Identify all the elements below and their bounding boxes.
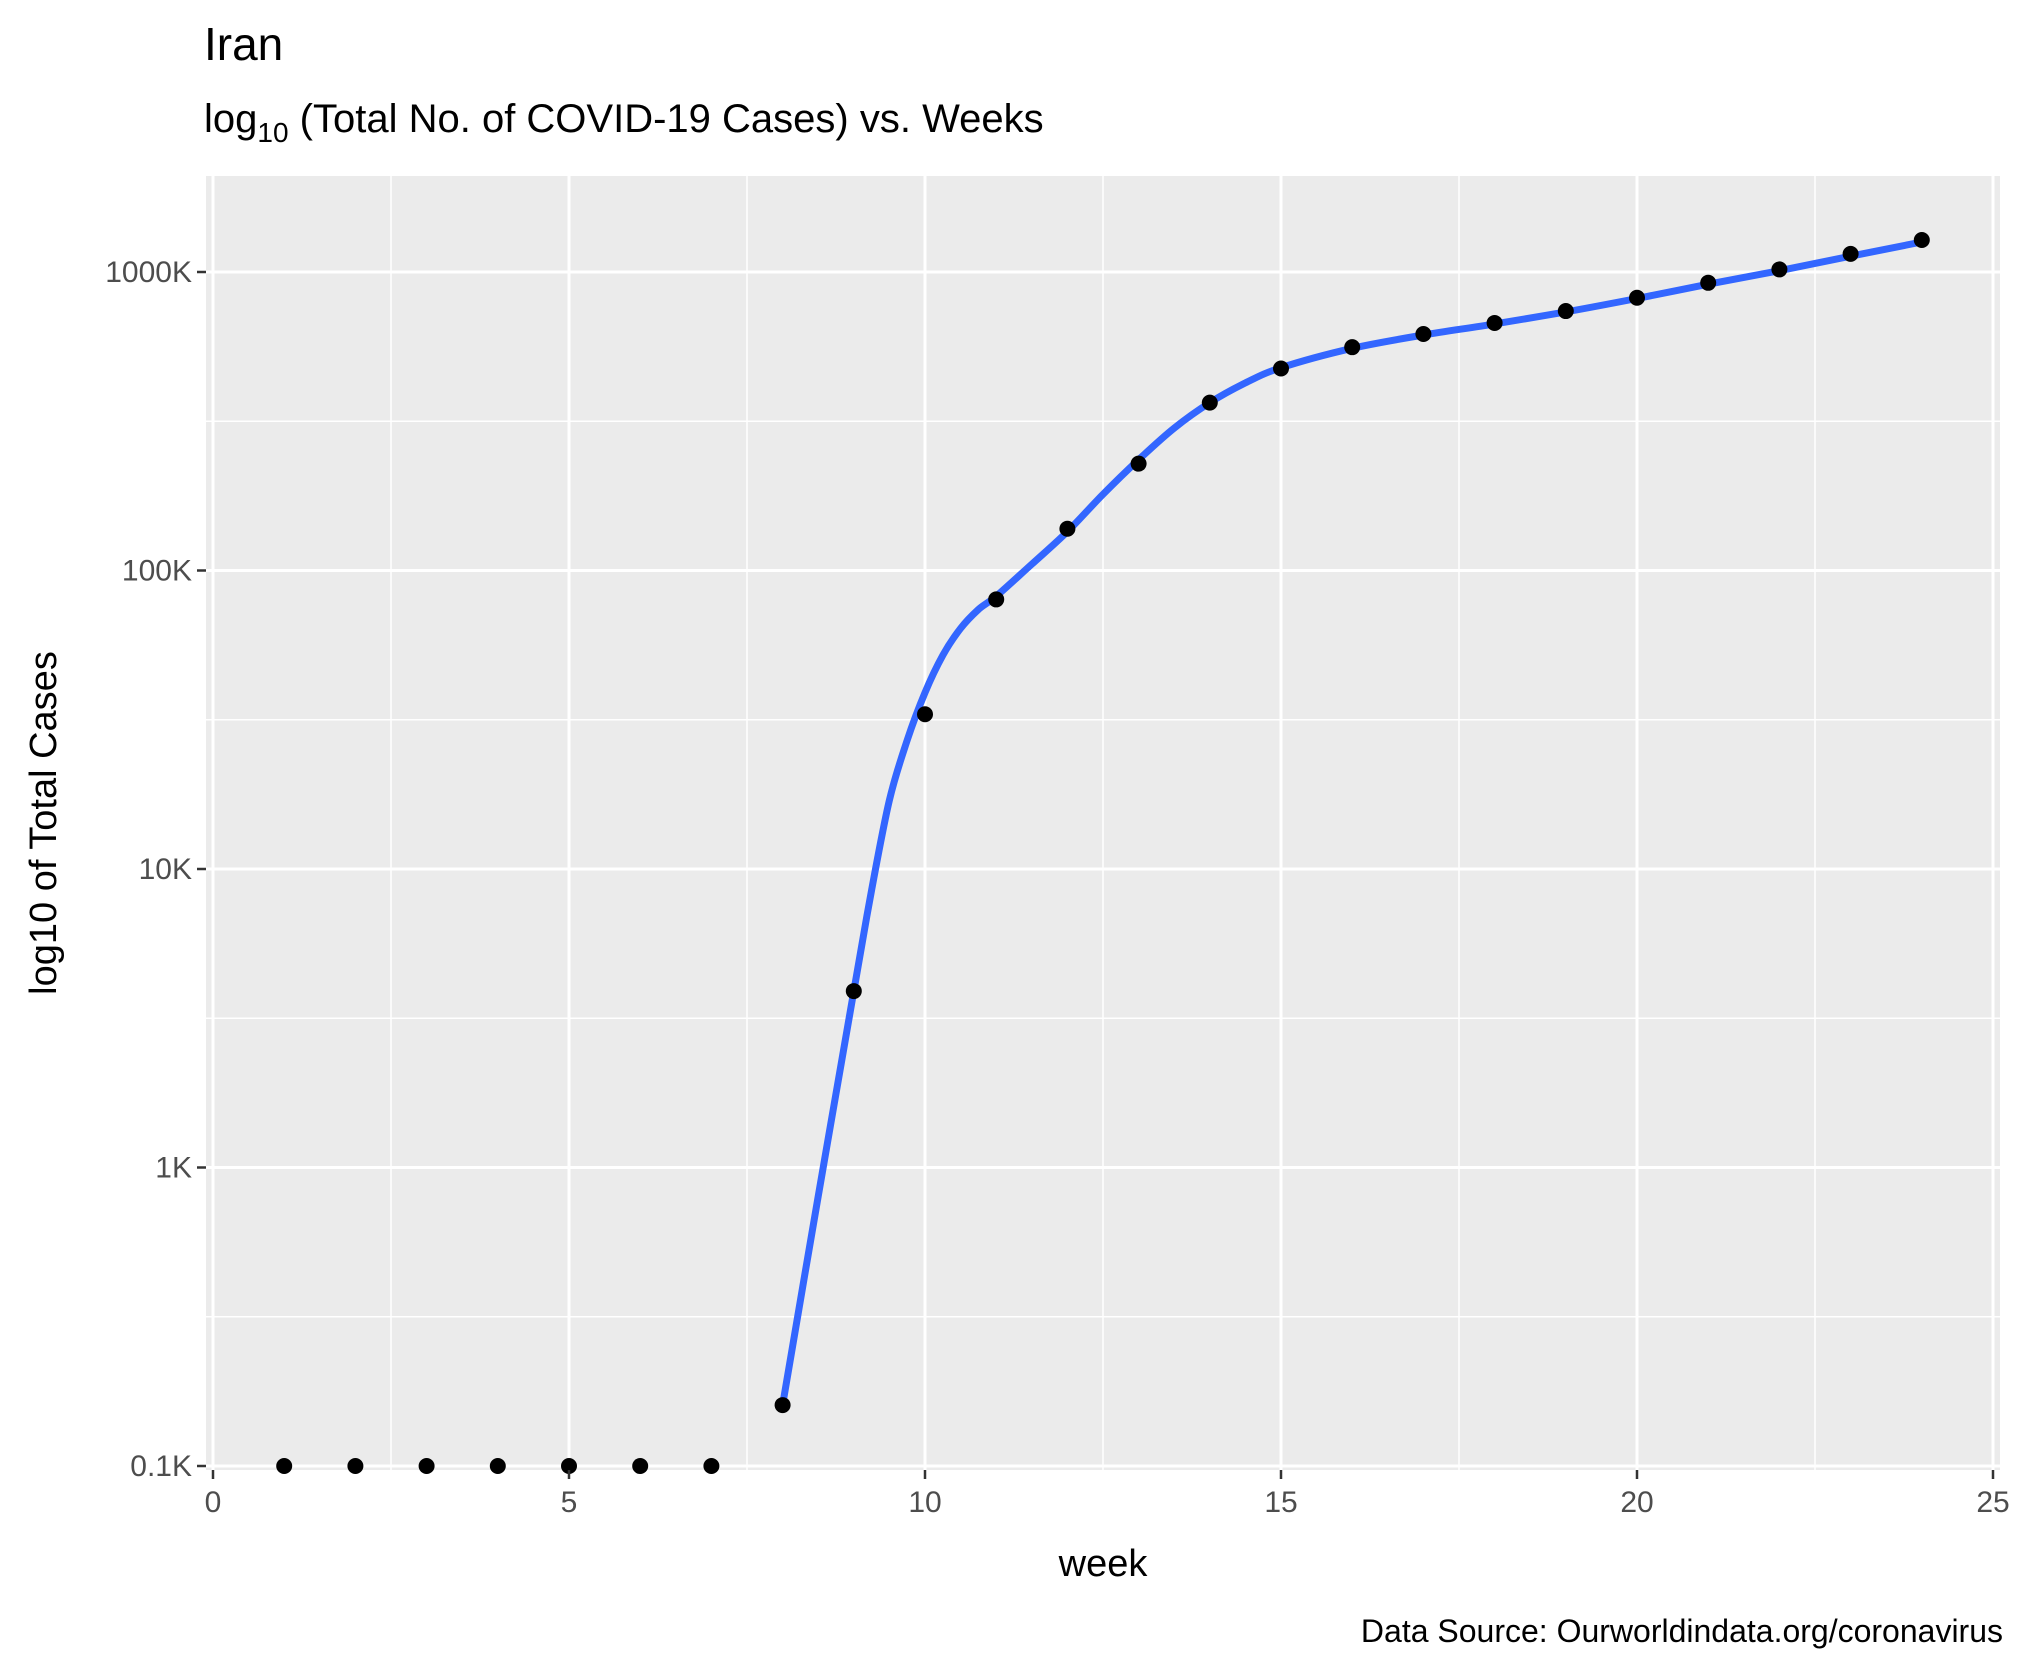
y-tick-label: 10K bbox=[139, 853, 192, 886]
data-source-caption: Data Source: Ourworldindata.org/coronavi… bbox=[1361, 1613, 2003, 1649]
data-point bbox=[489, 1458, 506, 1474]
y-tick-label: 100K bbox=[122, 555, 192, 588]
data-points bbox=[276, 231, 1930, 1474]
data-point bbox=[1913, 231, 1930, 248]
y-axis: 0.1K 1K 10K 100K 1000K bbox=[105, 256, 206, 1483]
data-point bbox=[1629, 289, 1645, 306]
data-point bbox=[845, 983, 862, 1000]
y-axis-title: log10 of Total Cases bbox=[23, 651, 65, 995]
x-tick-label: 20 bbox=[1620, 1486, 1653, 1519]
data-point bbox=[347, 1458, 364, 1474]
smooth-line bbox=[779, 238, 1926, 1409]
chart-title: Iran bbox=[204, 18, 283, 70]
x-axis: 0 5 10 15 20 25 bbox=[205, 1470, 2010, 1519]
data-point bbox=[1700, 274, 1717, 291]
x-tick-label: 5 bbox=[561, 1486, 578, 1519]
data-point bbox=[1201, 394, 1218, 411]
minor-gridlines bbox=[206, 176, 2000, 1470]
data-point bbox=[703, 1458, 720, 1474]
data-point bbox=[1273, 360, 1289, 377]
data-point bbox=[1130, 455, 1147, 472]
data-point bbox=[1557, 303, 1574, 320]
data-point bbox=[1771, 261, 1788, 278]
y-tick-label: 1000K bbox=[105, 256, 192, 289]
data-point bbox=[1415, 325, 1432, 342]
x-axis-title: week bbox=[1058, 1543, 1149, 1585]
data-point bbox=[774, 1397, 791, 1414]
x-tick-label: 15 bbox=[1264, 1486, 1297, 1519]
data-point bbox=[1842, 245, 1859, 262]
data-point bbox=[917, 706, 933, 723]
x-tick-label: 10 bbox=[908, 1486, 941, 1519]
subtitle-subscript: 10 bbox=[257, 117, 288, 148]
y-tick-label: 0.1K bbox=[130, 1450, 192, 1483]
chart-subtitle: log10 (Total No. of COVID-19 Cases) vs. … bbox=[204, 97, 1044, 148]
y-tick-label: 1K bbox=[155, 1152, 192, 1185]
x-tick-label: 25 bbox=[1976, 1486, 2009, 1519]
data-point bbox=[632, 1458, 649, 1474]
data-point bbox=[1344, 339, 1361, 356]
data-point bbox=[276, 1458, 293, 1474]
data-point bbox=[418, 1458, 435, 1474]
subtitle-prefix: log bbox=[204, 97, 257, 141]
subtitle-rest: (Total No. of COVID-19 Cases) vs. Weeks bbox=[289, 97, 1044, 141]
x-tick-label: 0 bbox=[205, 1486, 222, 1519]
data-point bbox=[1486, 314, 1503, 331]
data-point bbox=[1059, 520, 1076, 537]
data-point bbox=[561, 1458, 577, 1474]
data-point bbox=[988, 591, 1005, 608]
